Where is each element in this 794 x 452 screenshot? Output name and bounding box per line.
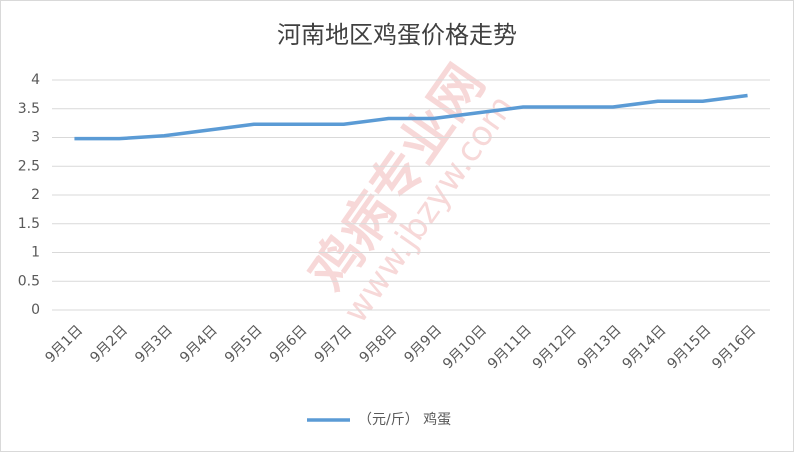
y-tick-label: 2.5 (18, 158, 40, 174)
y-tick-label: 0 (31, 302, 40, 318)
y-tick-label: 2 (31, 187, 40, 203)
chart-title: 河南地区鸡蛋价格走势 (277, 21, 517, 49)
y-tick-label: 3 (31, 130, 40, 146)
y-tick-label: 0.5 (18, 273, 40, 289)
line (74, 93, 748, 141)
y-tick-label: 4 (31, 72, 40, 88)
y-tick-label: 3.5 (18, 101, 40, 117)
y-tick-label: 1.5 (18, 216, 40, 232)
y-tick-label: 1 (31, 245, 40, 261)
legend-label: （元/斤） 鸡蛋 (358, 411, 451, 428)
